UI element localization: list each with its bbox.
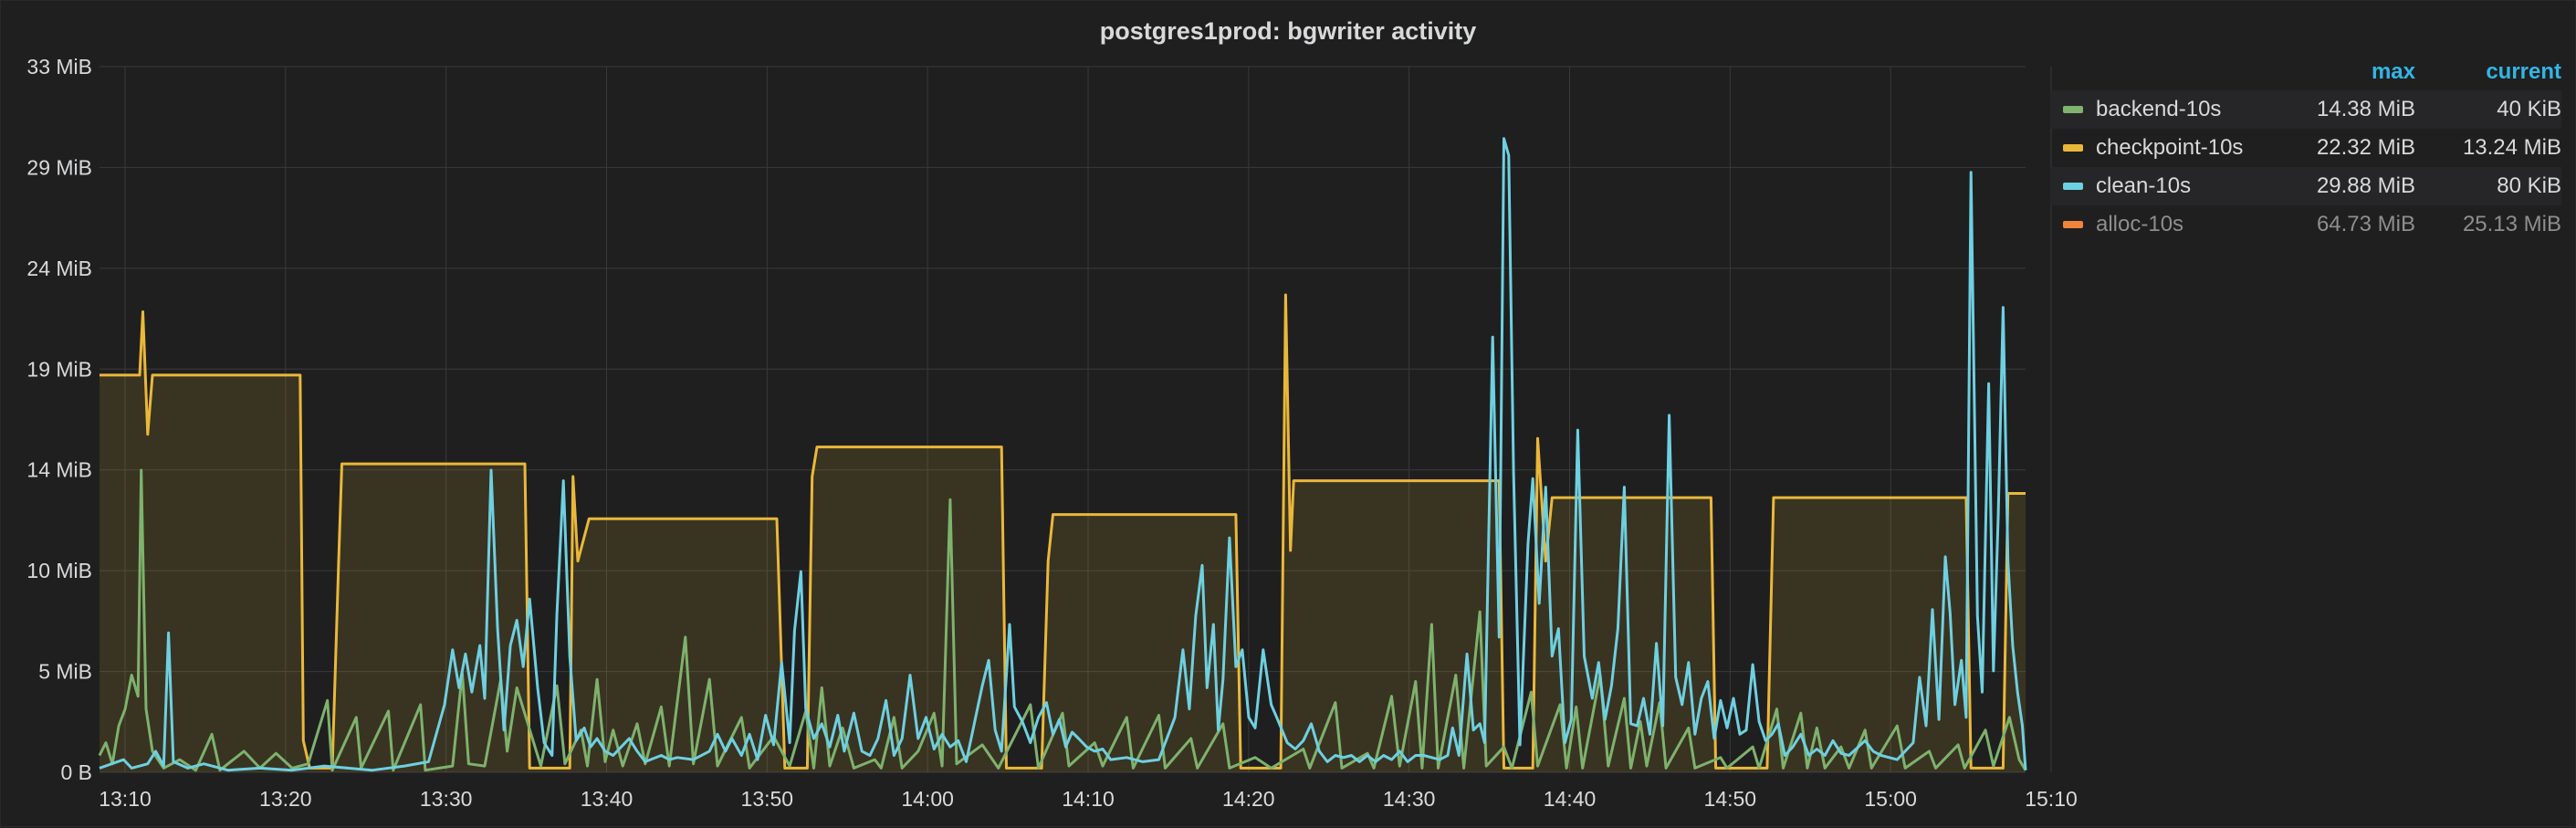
legend-item-current: 80 KiB [2497,173,2561,198]
plot-area[interactable] [98,137,2027,772]
x-tick-label: 15:00 [1864,787,1917,811]
legend-swatch[interactable] [2063,183,2083,190]
legend-item-clean-10s[interactable]: clean-10s 29.88 MiB 80 KiB [2050,167,2561,205]
legend-swatch[interactable] [2063,221,2083,228]
legend-item-alloc-10s[interactable]: alloc-10s 64.73 MiB 25.13 MiB [2050,205,2561,244]
y-tick-label: 29 MiB [26,155,92,179]
legend-item-max: 64.73 MiB [2316,212,2415,236]
legend-header-max[interactable]: max [2371,59,2415,84]
x-tick-label: 14:00 [901,787,954,811]
x-tick-label: 13:20 [259,787,312,811]
legend-item-max: 22.32 MiB [2316,135,2415,160]
grid [99,66,2052,773]
x-tick-label: 14:30 [1383,787,1436,811]
x-tick-label: 14:10 [1062,787,1115,811]
x-tick-label: 14:50 [1704,787,1757,811]
series-line-backend-10s[interactable] [98,468,2027,772]
series-line-checkpoint-10s[interactable] [99,293,2026,770]
legend-swatch[interactable] [2063,144,2083,152]
y-axis: 0 B 5 MiB 10 MiB 14 MiB 19 MiB 24 MiB 29 MiB 33… [26,55,92,784]
legend-item-backend-10s[interactable]: backend-10s 14.38 MiB 40 KiB [2050,90,2561,129]
y-tick-label: 14 MiB [26,458,92,482]
legend-item-max: 29.88 MiB [2316,173,2415,198]
legend-item-name[interactable]: checkpoint-10s [2096,135,2244,160]
legend-item-current: 13.24 MiB [2462,135,2561,160]
y-tick-label: 33 MiB [26,55,92,79]
legend-swatch[interactable] [2063,106,2083,113]
legend-rows: backend-10s 14.38 MiB 40 KiB checkpoint-10s… [2050,90,2561,244]
legend-header: max current [2050,59,2561,90]
x-tick-label: 14:40 [1544,787,1597,811]
y-tick-label: 24 MiB [26,257,92,280]
y-tick-label: 10 MiB [26,559,92,582]
series-line-clean-10s[interactable] [99,137,2027,772]
series-area-checkpoint-10s [99,295,2026,772]
legend-item-name[interactable]: alloc-10s [2096,212,2184,236]
legend-item-name[interactable]: clean-10s [2096,173,2192,198]
legend-header-current[interactable]: current [2486,59,2561,84]
legend-item-max: 14.38 MiB [2316,97,2415,121]
x-tick-label: 15:10 [2025,787,2078,811]
y-tick-label: 5 MiB [38,660,92,684]
x-axis: 13:10 13:20 13:30 13:40 13:50 14:00 14:10 14:20… [99,787,2078,811]
legend-item-current: 40 KiB [2497,97,2561,121]
x-tick-label: 13:50 [741,787,794,811]
x-tick-label: 13:30 [420,787,473,811]
y-tick-label: 19 MiB [26,357,92,381]
x-tick-label: 14:20 [1222,787,1275,811]
legend: max current backend-10s 14.38 MiB 40 KiB ch… [2050,59,2561,244]
x-tick-label: 13:10 [99,787,152,811]
x-tick-label: 13:40 [581,787,634,811]
legend-item-name[interactable]: backend-10s [2096,97,2222,121]
legend-item-checkpoint-10s[interactable]: checkpoint-10s 22.32 MiB 13.24 MiB [2050,129,2561,167]
y-tick-label: 0 B [60,760,92,784]
legend-item-current: 25.13 MiB [2462,212,2561,236]
chart-title: postgres1prod: bgwriter activity [1100,17,1477,45]
